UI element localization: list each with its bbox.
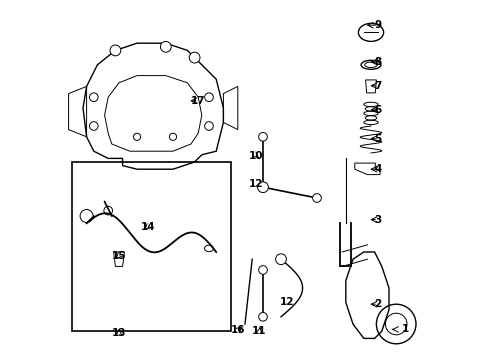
Text: 4: 4 <box>374 164 382 174</box>
Circle shape <box>259 266 268 274</box>
Circle shape <box>313 194 321 202</box>
Text: 5: 5 <box>374 134 382 144</box>
Text: 1: 1 <box>402 324 409 334</box>
Text: 15: 15 <box>112 251 126 261</box>
Text: 2: 2 <box>374 299 382 309</box>
Text: 13: 13 <box>112 328 126 338</box>
Text: 16: 16 <box>231 325 245 336</box>
Circle shape <box>259 312 268 321</box>
Circle shape <box>275 254 286 265</box>
Text: 7: 7 <box>374 81 382 91</box>
Circle shape <box>259 132 268 141</box>
Circle shape <box>110 45 121 56</box>
Text: 10: 10 <box>248 150 263 161</box>
Text: 12: 12 <box>280 297 294 307</box>
Text: 11: 11 <box>252 326 267 336</box>
Circle shape <box>160 41 171 52</box>
Text: 8: 8 <box>374 57 382 67</box>
Bar <box>72 162 231 331</box>
Text: 17: 17 <box>191 96 205 106</box>
Circle shape <box>189 52 200 63</box>
Text: 12: 12 <box>248 179 263 189</box>
Text: 6: 6 <box>374 105 382 115</box>
Circle shape <box>258 182 269 193</box>
Text: 14: 14 <box>141 222 155 232</box>
Text: 3: 3 <box>374 215 382 225</box>
Text: 9: 9 <box>375 20 382 30</box>
